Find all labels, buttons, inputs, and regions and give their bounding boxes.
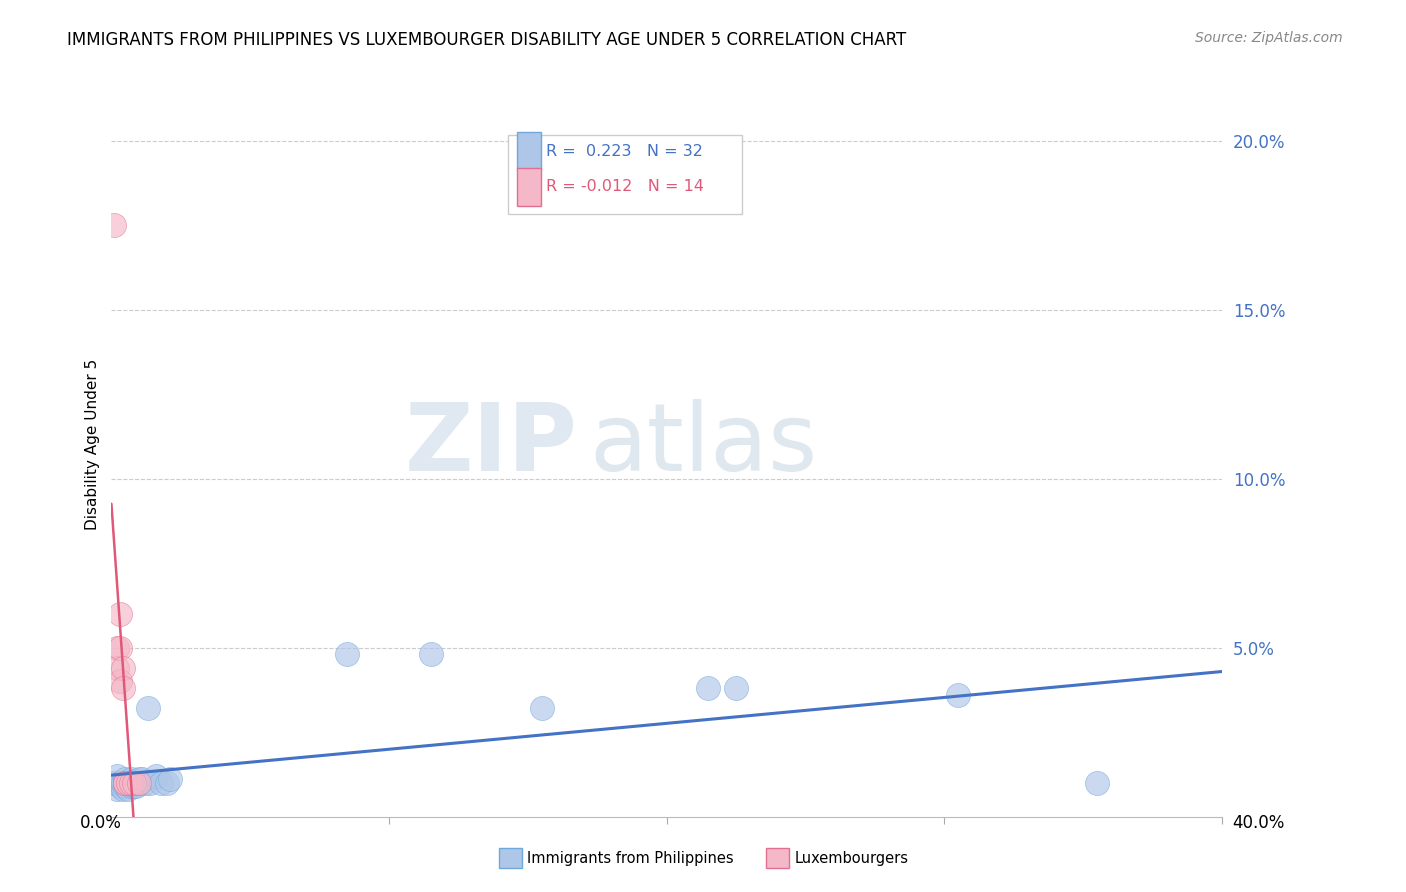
Text: IMMIGRANTS FROM PHILIPPINES VS LUXEMBOURGER DISABILITY AGE UNDER 5 CORRELATION C: IMMIGRANTS FROM PHILIPPINES VS LUXEMBOUR… [67,31,907,49]
Point [108,779,131,793]
Point [117,776,139,790]
Point [725,681,748,695]
Point [336,648,359,662]
Point [128,776,150,790]
Text: Source: ZipAtlas.com: Source: ZipAtlas.com [1195,31,1343,45]
Point [419,648,441,662]
Point [139,776,162,790]
Point [117,782,139,797]
Point [128,776,150,790]
Point [117,776,139,790]
Point [103,776,125,790]
Point [125,779,148,793]
Point [108,674,131,689]
Point [108,776,131,790]
Point [122,776,145,790]
Point [105,769,128,783]
Point [128,772,150,787]
Point [111,681,134,695]
Point [111,661,134,675]
Point [120,772,142,787]
Point [134,776,156,790]
Point [122,779,145,793]
Point [111,776,134,790]
Point [114,772,136,787]
Point [156,776,179,790]
Text: ZIP: ZIP [405,399,578,491]
Point [114,776,136,790]
Point [120,776,142,790]
Point [114,779,136,793]
Point [946,688,969,702]
Point [136,701,159,715]
Text: 0.0%: 0.0% [80,814,122,831]
Point [120,779,142,793]
Point [1085,776,1108,790]
Point [159,772,181,787]
Point [530,701,553,715]
Point [111,782,134,797]
Point [697,681,720,695]
Y-axis label: Disability Age Under 5: Disability Age Under 5 [86,359,100,531]
Point [145,769,167,783]
Point [131,772,153,787]
Point [114,776,136,790]
Point [105,782,128,797]
Point [103,218,125,232]
Text: Immigrants from Philippines: Immigrants from Philippines [527,851,734,865]
Text: 40.0%: 40.0% [1232,814,1285,831]
Text: Luxembourgers: Luxembourgers [794,851,908,865]
Text: atlas: atlas [589,399,817,491]
Point [150,776,173,790]
Point [108,640,131,655]
Text: R = -0.012   N = 14: R = -0.012 N = 14 [546,179,704,194]
Point [105,661,128,675]
Text: R =  0.223   N = 32: R = 0.223 N = 32 [546,144,703,159]
Point [105,640,128,655]
Point [108,607,131,621]
